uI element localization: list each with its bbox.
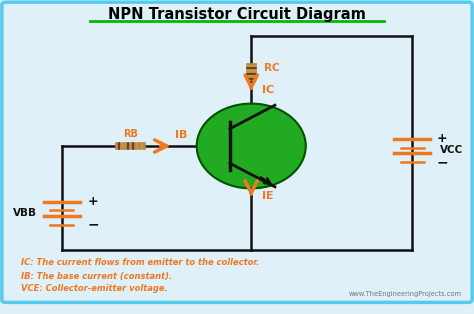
Text: IE: IE [262,191,273,201]
Text: +: + [88,195,98,208]
Text: IB: The base current (constant).: IB: The base current (constant). [21,272,173,280]
Text: +: + [437,132,447,145]
FancyBboxPatch shape [247,64,256,80]
Text: NPN Transistor Circuit Diagram: NPN Transistor Circuit Diagram [108,7,366,22]
Text: www.TheEngineeringProjects.com: www.TheEngineeringProjects.com [349,290,462,297]
Text: −: − [437,155,449,169]
Text: VCC: VCC [440,145,463,155]
Text: RB: RB [123,129,138,139]
Text: IB: IB [175,130,188,140]
Text: VCE: Collector-emitter voltage.: VCE: Collector-emitter voltage. [21,284,168,293]
Text: VBB: VBB [13,208,37,218]
Ellipse shape [197,104,306,188]
Text: IC: IC [262,85,274,95]
Text: IC: The current flows from emitter to the collector.: IC: The current flows from emitter to th… [21,258,260,267]
FancyBboxPatch shape [116,143,145,149]
Text: RC: RC [264,62,280,73]
Text: −: − [88,218,100,232]
